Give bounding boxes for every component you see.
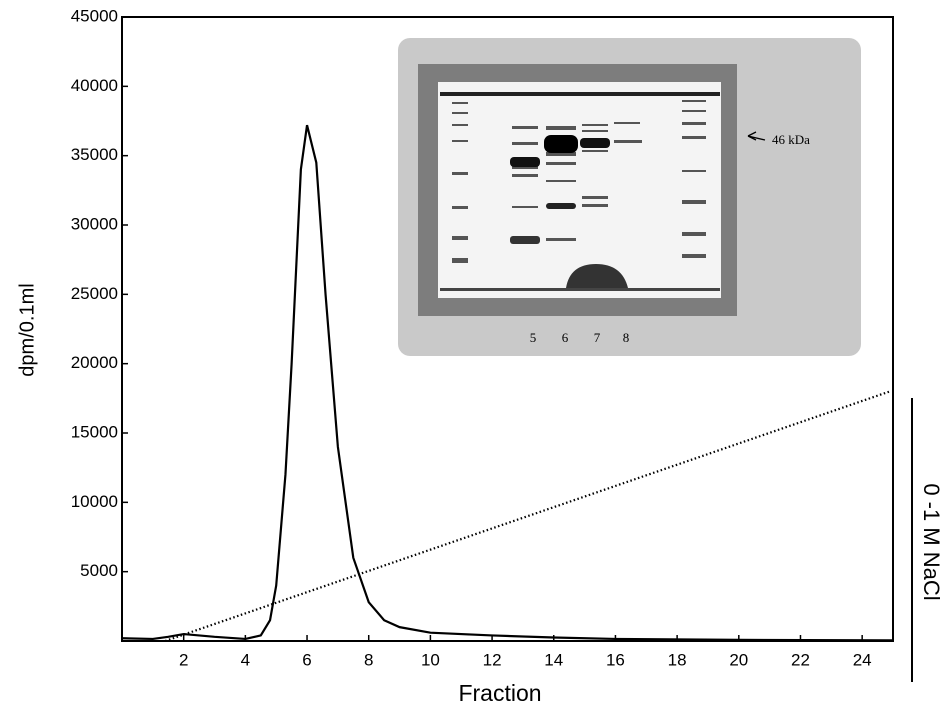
- gel-band-strong: [544, 135, 578, 153]
- y-tick-label: 40000: [71, 76, 118, 95]
- gel: [438, 82, 721, 298]
- y-tick-label: 30000: [71, 214, 118, 233]
- gel-front: [440, 288, 720, 291]
- gradient-label: 0 -1 M NaCl: [919, 483, 944, 600]
- x-tick-label: 24: [853, 650, 872, 669]
- x-tick-label: 22: [791, 650, 810, 669]
- gel-bands: [452, 100, 706, 263]
- x-tick-label: 2: [179, 650, 188, 669]
- x-tick-label: 10: [421, 650, 440, 669]
- x-tick-label: 14: [544, 650, 563, 669]
- x-axis-label: Fraction: [458, 680, 541, 706]
- x-tick-label: 20: [729, 650, 748, 669]
- y-tick-label: 35000: [71, 145, 118, 164]
- gel-band-strong: [510, 157, 540, 167]
- gel-band-strong: [580, 138, 610, 148]
- gel-band-strong: [510, 236, 540, 244]
- lane-label: 7: [594, 330, 601, 345]
- gel-inset: 46 kDa 5 6 7 8: [398, 38, 861, 356]
- y-tick-label: 25000: [71, 284, 118, 303]
- y-axis-label: dpm/0.1ml: [16, 283, 38, 376]
- y-tick-label: 15000: [71, 422, 118, 441]
- y-tick-label: 20000: [71, 353, 118, 372]
- data-line: [121, 124, 894, 642]
- gel-band-strong: [546, 203, 576, 209]
- x-tick-label: 4: [241, 650, 250, 669]
- marker-arrow: [747, 131, 766, 141]
- gel-blob: [566, 264, 628, 288]
- y-tick-label: 10000: [71, 492, 118, 511]
- x-tick-label: 16: [606, 650, 625, 669]
- x-tick-label: 6: [302, 650, 311, 669]
- x-tick-label: 8: [364, 650, 373, 669]
- x-tick-label: 18: [668, 650, 687, 669]
- gel-well-line: [440, 92, 720, 96]
- y-tick-label: 5000: [80, 561, 118, 580]
- marker-label: 46 kDa: [772, 132, 810, 147]
- x-tick-label: 12: [483, 650, 502, 669]
- lane-label: 5: [530, 330, 537, 345]
- y-tick-label: 45000: [71, 6, 118, 25]
- plot-frame: [121, 16, 894, 642]
- lane-label: 6: [562, 330, 569, 345]
- lane-label: 8: [623, 330, 630, 345]
